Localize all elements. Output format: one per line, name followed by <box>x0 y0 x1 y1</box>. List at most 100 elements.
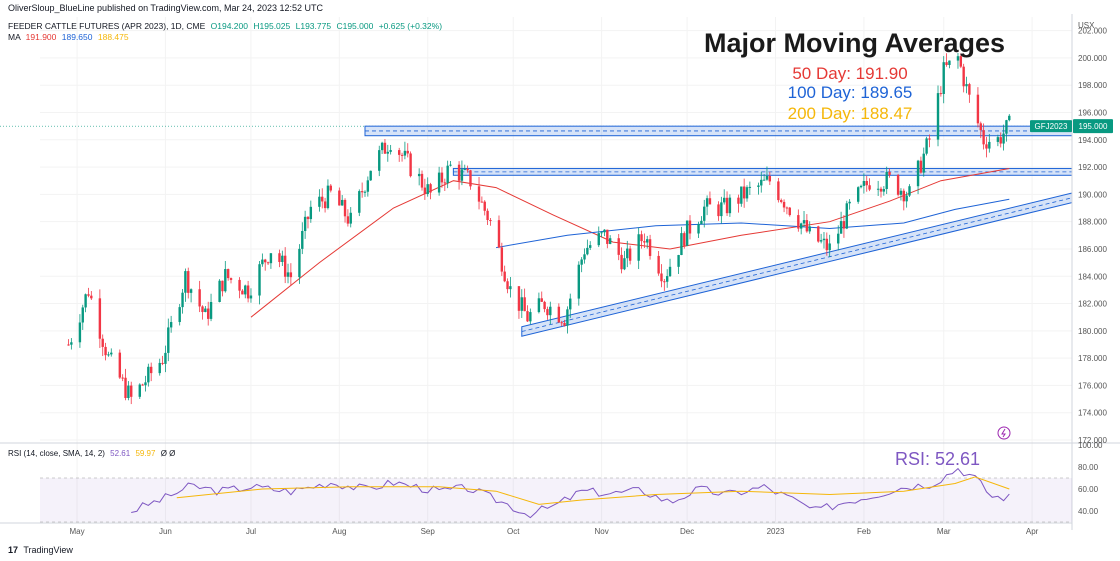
x-tick-label: Apr <box>1026 527 1039 536</box>
symbol-price-badge: GFJ2023 <box>1030 120 1072 133</box>
candle-up <box>463 168 466 170</box>
candle-down <box>785 207 789 209</box>
candle-up <box>848 201 851 204</box>
candle-up <box>828 243 831 251</box>
x-tick-label: 2023 <box>767 527 785 536</box>
candle-up <box>942 62 945 95</box>
candle-down <box>469 170 472 187</box>
candle-down <box>409 153 412 177</box>
candle-up <box>326 185 330 209</box>
support-resistance-zones <box>364 125 1073 337</box>
candle-down <box>87 294 90 296</box>
candle-down <box>306 216 310 220</box>
last-price-bg <box>1073 119 1113 134</box>
x-tick-label: May <box>69 527 84 536</box>
candle-up <box>799 223 803 229</box>
tradingview-mark-icon: 17 <box>8 545 19 555</box>
candle-down <box>628 248 632 261</box>
candle-up <box>822 238 826 241</box>
candle-down <box>323 201 327 209</box>
candle-up <box>107 354 110 356</box>
candle-down <box>423 187 427 195</box>
candle-down <box>959 56 963 67</box>
candle-down <box>945 62 948 65</box>
candle-down <box>688 220 692 234</box>
candle-up <box>1005 120 1008 134</box>
candle-up <box>762 179 766 181</box>
candle-up <box>269 253 273 264</box>
candle-up <box>580 259 583 265</box>
candle-down <box>523 297 526 312</box>
candle-up <box>685 220 689 246</box>
candle-up <box>839 221 843 234</box>
candle-down <box>321 196 324 202</box>
ma-legend: MA 191.900 189.650 188.475 <box>8 32 129 42</box>
candle-down <box>865 181 868 186</box>
candle-up <box>845 203 848 229</box>
candle-up <box>608 238 612 244</box>
candle-down <box>283 255 287 277</box>
candle-up <box>84 294 87 308</box>
candle-down <box>278 253 281 262</box>
ohlc-high: H195.025 <box>253 21 291 31</box>
candle-up <box>837 233 840 244</box>
y-tick-label: 178.000 <box>1078 354 1107 363</box>
candle-down <box>777 181 780 201</box>
candle-up <box>363 191 367 193</box>
candle-down <box>121 377 124 379</box>
candle-up <box>204 308 207 313</box>
candle-up <box>509 286 512 290</box>
candle-down <box>780 200 783 202</box>
y-tick-label: 192.000 <box>1078 163 1107 172</box>
tradingview-logo[interactable]: 17 TradingView <box>8 545 73 555</box>
last-price-badge: 195.000 <box>1073 119 1113 134</box>
candle-up <box>147 366 150 383</box>
x-tick-label: Nov <box>594 527 608 536</box>
trendline-midline <box>521 197 1073 332</box>
candle-up <box>380 142 384 151</box>
candle-up <box>249 295 253 299</box>
candle-down <box>480 201 484 203</box>
last-price-label: 195.000 <box>1079 122 1108 131</box>
candle-down <box>360 191 364 193</box>
candle-up <box>748 186 752 188</box>
ma-legend-label: MA <box>8 32 21 42</box>
candle-down <box>683 233 686 246</box>
candle-up <box>577 264 581 299</box>
y-tick-label: 202.000 <box>1078 27 1107 36</box>
candle-up <box>965 84 968 87</box>
candle-down <box>902 190 906 202</box>
candle-up <box>569 298 572 310</box>
candle-down <box>161 362 164 364</box>
candle-up <box>169 322 173 328</box>
candle-up <box>426 184 429 195</box>
candle-up <box>110 352 113 355</box>
candle-up <box>318 196 321 207</box>
candle-up <box>261 259 264 265</box>
candle-up <box>181 292 184 308</box>
candle-up <box>1008 115 1011 121</box>
candle-up <box>403 150 407 156</box>
candle-down <box>660 273 663 282</box>
candle-up <box>298 248 301 278</box>
candle-up <box>856 187 860 202</box>
candle-down <box>149 366 153 374</box>
rsi-tick-label: 100.00 <box>1078 441 1103 450</box>
candle-down <box>985 144 988 149</box>
candle-up <box>358 191 361 213</box>
candle-down <box>737 197 740 204</box>
ma-line-ma-100 <box>496 198 1010 249</box>
candle-up <box>916 160 920 187</box>
candle-down <box>919 160 923 173</box>
y-tick-label: 200.000 <box>1078 54 1107 63</box>
y-tick-label: 194.000 <box>1078 136 1107 145</box>
y-tick-label: 188.000 <box>1078 218 1107 227</box>
candle-down <box>563 323 566 326</box>
candle-up <box>603 229 606 233</box>
candle-down <box>968 84 971 95</box>
candle-up <box>765 175 769 180</box>
candle-down <box>198 289 201 307</box>
candle-down <box>187 271 190 293</box>
candle-up <box>529 312 532 322</box>
candle-down <box>742 186 746 199</box>
